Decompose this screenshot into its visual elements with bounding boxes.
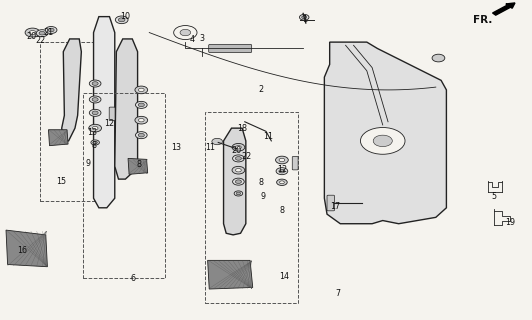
Text: 4: 4 (189, 35, 194, 44)
Text: 13: 13 (171, 143, 181, 152)
Text: 18: 18 (237, 124, 247, 132)
Circle shape (89, 80, 101, 87)
Circle shape (91, 140, 99, 145)
Circle shape (138, 103, 144, 107)
Circle shape (92, 111, 98, 115)
Circle shape (232, 155, 244, 162)
Circle shape (236, 146, 242, 149)
FancyBboxPatch shape (292, 156, 298, 170)
Polygon shape (223, 128, 246, 235)
Circle shape (39, 31, 45, 35)
Bar (40, 42, 110, 201)
Circle shape (302, 16, 306, 19)
Circle shape (279, 181, 284, 184)
Polygon shape (94, 17, 115, 208)
Text: FR.: FR. (473, 15, 492, 25)
Text: 10: 10 (120, 12, 130, 21)
Circle shape (118, 18, 125, 22)
FancyBboxPatch shape (109, 107, 115, 121)
Polygon shape (48, 130, 68, 146)
Circle shape (212, 138, 222, 145)
Circle shape (235, 156, 242, 160)
Polygon shape (325, 42, 446, 224)
Circle shape (180, 29, 190, 36)
Circle shape (277, 179, 287, 186)
Text: 8: 8 (91, 141, 96, 150)
Polygon shape (128, 158, 148, 174)
Circle shape (36, 30, 48, 37)
Circle shape (234, 191, 243, 196)
Text: 6: 6 (131, 274, 136, 283)
Circle shape (232, 178, 244, 185)
Circle shape (138, 133, 144, 137)
Circle shape (236, 168, 242, 172)
Circle shape (276, 168, 288, 175)
Text: 9: 9 (86, 159, 91, 168)
Text: 8: 8 (258, 178, 263, 187)
FancyBboxPatch shape (209, 44, 252, 52)
Circle shape (232, 143, 245, 151)
Text: 11: 11 (205, 143, 215, 152)
Text: 11: 11 (264, 132, 273, 140)
Text: 2: 2 (258, 85, 263, 94)
Text: 8: 8 (136, 160, 141, 169)
Circle shape (89, 124, 102, 132)
Circle shape (25, 28, 40, 37)
Circle shape (138, 88, 144, 92)
Circle shape (361, 127, 405, 154)
Text: 22: 22 (35, 36, 46, 45)
Circle shape (432, 54, 445, 62)
Circle shape (92, 98, 98, 101)
Polygon shape (62, 39, 81, 141)
Text: 1: 1 (302, 15, 307, 24)
Circle shape (279, 169, 285, 173)
Text: 3: 3 (200, 35, 205, 44)
Text: 13: 13 (87, 128, 97, 137)
Text: 8: 8 (279, 206, 285, 215)
Circle shape (92, 126, 98, 130)
Text: 12: 12 (104, 119, 114, 128)
Text: 20: 20 (232, 146, 242, 155)
FancyArrow shape (493, 3, 515, 15)
Text: 15: 15 (56, 177, 67, 186)
Circle shape (89, 109, 101, 116)
Text: 20: 20 (27, 32, 37, 41)
Circle shape (92, 82, 98, 85)
Bar (83, 93, 165, 278)
Circle shape (373, 135, 392, 147)
FancyBboxPatch shape (327, 195, 335, 211)
Circle shape (136, 101, 147, 108)
Circle shape (29, 30, 36, 35)
Circle shape (45, 27, 57, 34)
Circle shape (279, 158, 285, 162)
Circle shape (48, 28, 54, 32)
Text: 17: 17 (330, 202, 340, 211)
Circle shape (235, 180, 242, 183)
Polygon shape (115, 39, 138, 179)
Circle shape (136, 132, 147, 139)
Text: 5: 5 (492, 192, 497, 201)
Text: 22: 22 (241, 152, 252, 161)
Text: 19: 19 (505, 218, 515, 227)
Circle shape (276, 156, 288, 164)
Circle shape (138, 118, 144, 122)
Circle shape (300, 14, 309, 20)
Text: 21: 21 (44, 28, 54, 37)
Circle shape (135, 86, 148, 94)
Text: 9: 9 (261, 192, 266, 201)
Bar (205, 112, 298, 303)
Text: 14: 14 (280, 272, 289, 281)
Circle shape (93, 141, 97, 144)
Circle shape (89, 96, 101, 103)
Polygon shape (207, 260, 253, 289)
Circle shape (236, 192, 240, 195)
Text: 12: 12 (277, 165, 287, 174)
Circle shape (115, 16, 128, 24)
Polygon shape (6, 230, 47, 267)
Circle shape (135, 116, 148, 124)
Text: 16: 16 (17, 246, 27, 255)
Circle shape (232, 166, 245, 174)
Text: 7: 7 (335, 289, 340, 298)
